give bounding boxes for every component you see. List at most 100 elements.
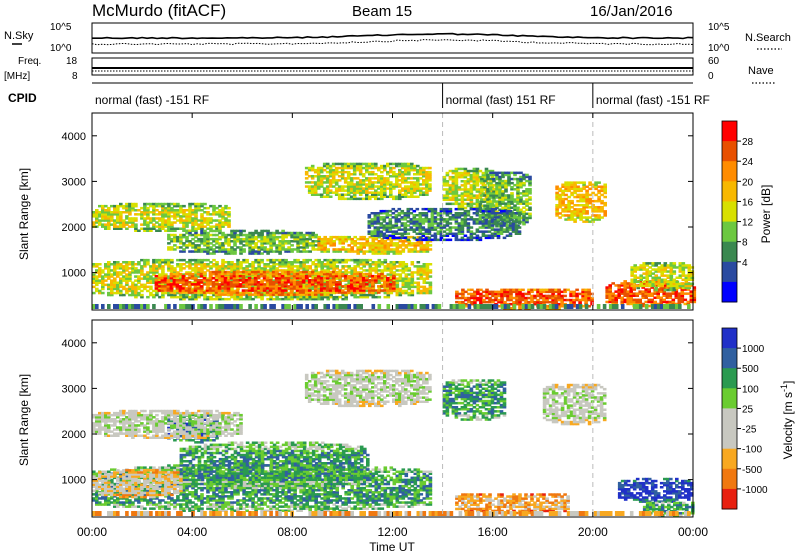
- heatmap-cell: [188, 258, 192, 262]
- heatmap-cell: [274, 291, 279, 294]
- heatmap-cell: [125, 221, 129, 224]
- heatmap-cell: [498, 186, 502, 189]
- heatmap-cell: [170, 279, 174, 282]
- heatmap-cell: [419, 277, 424, 280]
- heatmap-cell: [448, 169, 453, 173]
- heatmap-cell: [235, 283, 240, 286]
- heatmap-cell: [239, 231, 243, 235]
- heatmap-cell: [268, 272, 273, 276]
- heatmap-cell: [398, 252, 403, 255]
- heatmap-cell: [485, 296, 489, 300]
- heatmap-cell: [346, 191, 351, 194]
- heatmap-cell: [579, 181, 583, 184]
- heatmap-cell: [199, 291, 204, 294]
- heatmap-cell: [470, 296, 474, 300]
- heatmap-cell: [308, 287, 312, 291]
- heatmap-cell: [173, 293, 177, 297]
- heatmap-cell: [284, 265, 288, 268]
- heatmap-cell: [413, 237, 418, 241]
- heatmap-cell: [143, 227, 147, 230]
- heatmap-cell: [227, 250, 231, 253]
- heatmap-cell: [119, 291, 123, 295]
- heatmap-cell: [113, 277, 117, 280]
- heatmap-cell: [416, 269, 421, 272]
- heatmap-cell: [212, 213, 216, 216]
- heatmap-cell: [232, 276, 237, 280]
- heatmap-cell: [203, 240, 207, 243]
- heatmap-cell: [251, 231, 255, 235]
- heatmap-cell: [383, 295, 388, 299]
- heatmap-cell: [495, 177, 499, 181]
- heatmap-cell: [557, 305, 561, 308]
- heatmap-cell: [319, 293, 324, 296]
- heatmap-cell: [233, 293, 237, 297]
- heatmap-cell: [212, 229, 216, 233]
- heatmap-cell: [241, 274, 246, 278]
- heatmap-cell: [104, 263, 108, 266]
- heatmap-cell: [398, 275, 403, 278]
- heatmap-cell: [265, 281, 270, 284]
- heatmap-cell: [308, 295, 312, 299]
- heatmap-cell: [269, 258, 273, 262]
- heatmap-cell: [319, 283, 324, 286]
- heatmap-cell: [95, 279, 99, 282]
- heatmap-cell: [263, 269, 267, 272]
- heatmap-cell: [227, 261, 231, 264]
- heatmap-cell: [407, 283, 412, 287]
- heatmap-cell: [98, 275, 102, 278]
- heatmap-cell: [299, 231, 303, 235]
- heatmap-cell: [197, 233, 201, 237]
- heatmap-cell: [302, 269, 306, 272]
- heatmap-cell: [317, 271, 321, 274]
- heatmap-cell: [230, 248, 234, 251]
- heatmap-cell: [247, 281, 252, 284]
- heatmap-cell: [250, 289, 255, 292]
- heatmap-cell: [181, 291, 186, 294]
- heatmap-cell: [425, 271, 430, 274]
- heatmap-cell: [497, 300, 501, 304]
- heatmap-cell: [250, 272, 255, 276]
- heatmap-cell: [355, 181, 360, 184]
- heatmap-cell: [500, 292, 504, 296]
- heatmap-cell: [161, 209, 165, 212]
- heatmap-cell: [325, 287, 330, 290]
- heatmap-cell: [128, 261, 132, 264]
- heatmap-cell: [170, 227, 174, 230]
- heatmap-cell: [298, 289, 303, 292]
- heatmap-cell: [311, 261, 315, 264]
- heatmap-cell: [307, 175, 312, 178]
- heatmap-cell: [383, 242, 388, 245]
- heatmap-cell: [128, 217, 132, 220]
- heatmap-cell: [263, 235, 267, 239]
- heatmap-cell: [176, 209, 180, 212]
- heatmap-cell: [293, 269, 297, 272]
- heatmap-cell: [380, 269, 385, 272]
- heatmap-cell: [365, 244, 370, 247]
- heatmap-cell: [254, 237, 258, 241]
- heatmap-cell: [230, 261, 234, 264]
- heatmap-cell: [380, 177, 384, 180]
- heatmap-cell: [302, 297, 306, 301]
- heatmap-cell: [319, 272, 324, 276]
- heatmap-cell: [509, 290, 513, 294]
- heatmap-cell: [573, 214, 577, 217]
- heatmap-cell: [119, 213, 123, 216]
- heatmap-cell: [314, 240, 318, 243]
- heatmap-cell: [489, 188, 493, 191]
- heatmap-cell: [328, 283, 333, 286]
- heatmap-cell: [386, 187, 390, 190]
- heatmap-cell: [362, 295, 366, 299]
- heatmap-cell: [211, 276, 216, 280]
- heatmap-cell: [221, 213, 225, 216]
- heatmap-cell: [158, 227, 162, 230]
- heatmap-cell: [503, 292, 507, 296]
- heatmap-cell: [365, 258, 370, 262]
- heatmap-cell: [623, 282, 627, 285]
- heatmap-cell: [143, 213, 147, 216]
- heatmap-cell: [254, 235, 258, 239]
- heatmap-cell: [380, 183, 384, 186]
- heatmap-cell: [374, 164, 378, 168]
- heatmap-cell: [457, 204, 462, 208]
- heatmap-cell: [386, 164, 390, 168]
- heatmap-cell: [620, 282, 624, 285]
